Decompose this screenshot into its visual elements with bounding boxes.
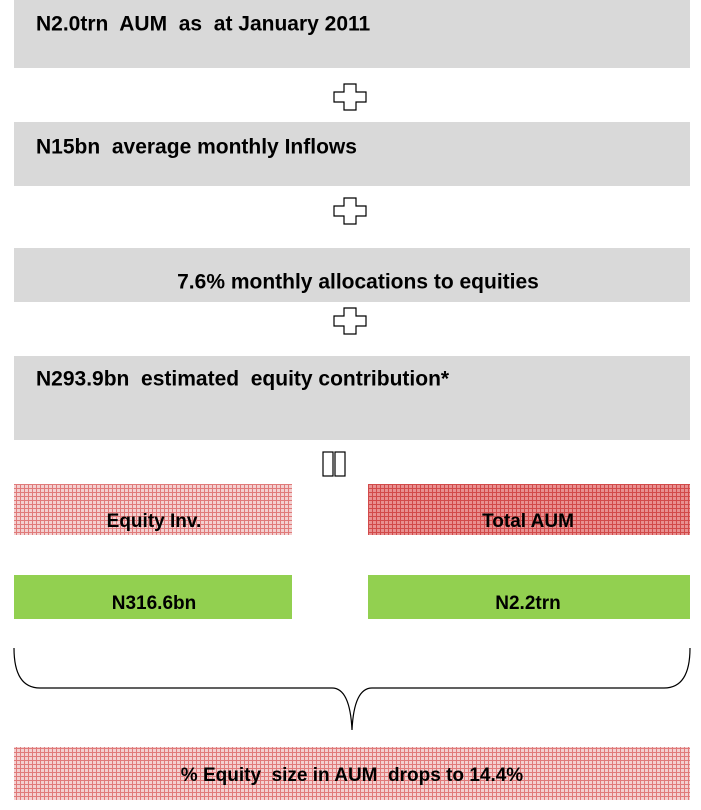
value-text: N316.6bn	[112, 593, 196, 614]
value-text: N2.2trn	[495, 593, 560, 614]
brace	[13, 647, 691, 731]
value-box	[368, 575, 690, 619]
conclusion-box	[14, 747, 690, 800]
step-box	[14, 248, 690, 302]
header-text: Equity Inv.	[107, 511, 202, 532]
step-text: N293.9bn estimated equity contribution*	[36, 368, 450, 391]
plus-icon	[333, 83, 367, 111]
value-box	[14, 575, 292, 619]
header-box	[14, 484, 292, 535]
equals-icon	[322, 451, 334, 477]
step-text: N15bn average monthly Inflows	[36, 136, 357, 159]
step-text: N2.0trn AUM as at January 2011	[36, 13, 371, 36]
header-box	[368, 484, 690, 535]
equals-icon	[334, 451, 346, 477]
step-text: 7.6% monthly allocations to equities	[177, 271, 539, 294]
step-box	[14, 356, 690, 440]
header-text: Total AUM	[482, 511, 574, 532]
step-box	[14, 122, 690, 186]
conclusion-text: % Equity size in AUM drops to 14.4%	[181, 765, 524, 786]
plus-icon	[333, 307, 367, 335]
plus-icon	[333, 197, 367, 225]
step-box	[14, 0, 690, 68]
